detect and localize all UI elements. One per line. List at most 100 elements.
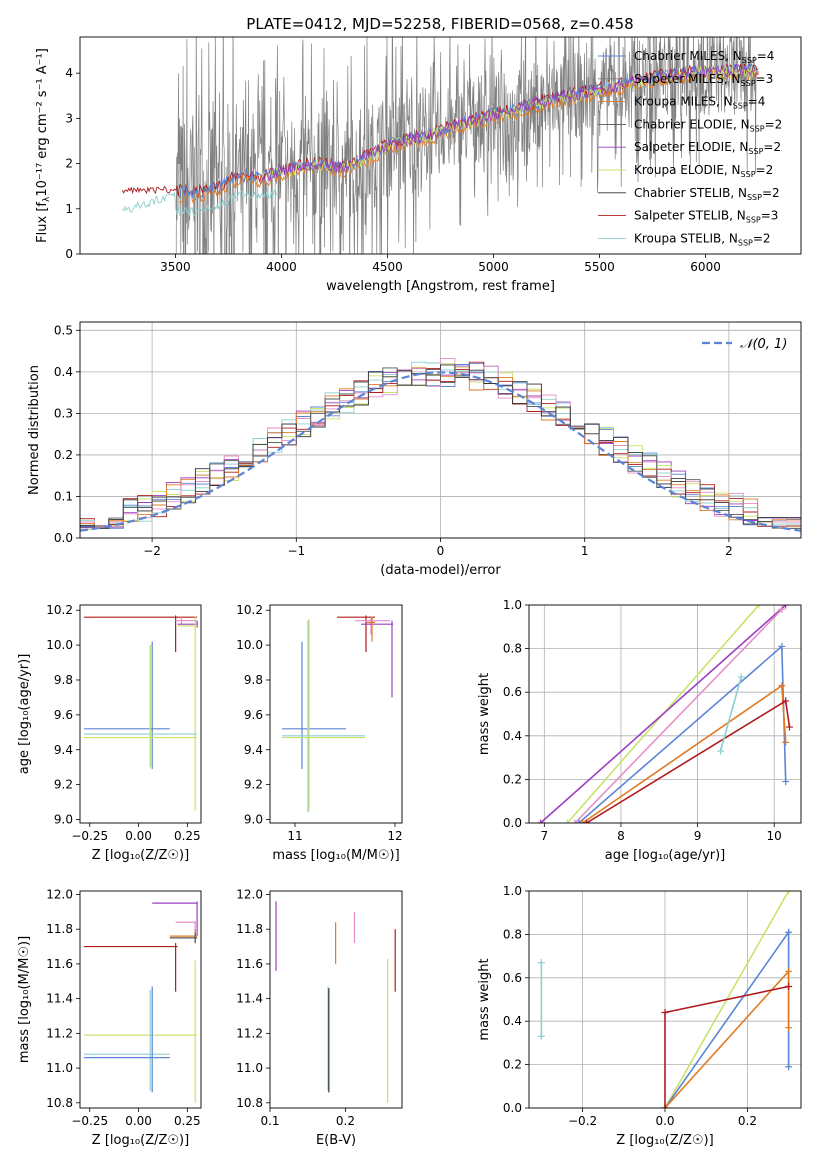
y-tick-label: 0.1 <box>54 489 73 503</box>
age-vs-mass-plot-area <box>282 615 393 813</box>
x-tick-label: 3500 <box>160 260 191 274</box>
y-tick-label: 0.8 <box>503 642 522 656</box>
y-tick-label: 12.0 <box>236 887 263 901</box>
model-spectrum-line <box>122 187 277 218</box>
mass-vs-EBV-frame <box>269 890 403 1109</box>
y-tick-label: 11.6 <box>236 957 263 971</box>
age-vs-Z-xlabel: Z [log₁₀(Z/Z☉)] <box>92 848 189 863</box>
mass-weight-marker <box>785 1063 793 1071</box>
x-tick-label: 4500 <box>372 260 403 274</box>
legend-entry: Chabrier STELIB, NSSP=2 <box>634 186 780 202</box>
legend-entry: Chabrier ELODIE, NSSP=2 <box>634 117 782 133</box>
legend-entry: Kroupa STELIB, NSSP=2 <box>634 231 771 247</box>
spectrum-frame <box>79 36 802 255</box>
residuals-plot-area <box>80 322 801 538</box>
residuals-panel: −2 −1 0 1 2 0.0 0.1 0.2 0.3 0.4 0.5 (data-model)/er… <box>27 321 802 578</box>
y-tick-label: 0.3 <box>54 406 73 420</box>
x-tick-label: 8 <box>617 829 625 843</box>
y-tick-label: 9.2 <box>54 778 73 792</box>
x-tick-label: 0.2 <box>336 1114 355 1128</box>
mass-weight-marker <box>579 819 587 823</box>
mass-weight-vs-age-xlabel: age [log₁₀(age/yr)] <box>605 848 726 863</box>
age-vs-mass-frame <box>269 604 403 824</box>
y-tick-label: 1.0 <box>503 598 522 612</box>
spectrum-panel: 3500 4000 4500 5000 5500 6000 0 1 2 3 4 wavelength … <box>35 36 802 294</box>
mass-weight-vs-Z-frame <box>528 890 802 1109</box>
y-tick-label: 9.8 <box>54 673 73 687</box>
legend-entry: Chabrier MILES, NSSP=4 <box>634 49 774 65</box>
x-tick-label: 6000 <box>690 260 721 274</box>
residuals-xlabel: (data-model)/error <box>380 563 501 578</box>
x-tick-label: 0.2 <box>738 1114 757 1128</box>
mass-weight-marker <box>563 819 571 823</box>
mass-vs-EBV-panel: 0.1 0.2 10.8 11.0 11.2 11.4 11.6 11.8 12.0 E(B-V) <box>236 887 403 1148</box>
x-tick-label: 11 <box>287 829 302 843</box>
model-spectrum-line <box>179 68 760 204</box>
mass-weight-marker <box>782 697 790 705</box>
mass-weight-marker <box>785 967 793 975</box>
legend-entry: Kroupa MILES, NSSP=4 <box>634 95 765 111</box>
y-tick-label: 9.0 <box>244 813 263 827</box>
mass-weight-marker <box>782 738 790 746</box>
y-tick-label: 11.2 <box>236 1026 263 1040</box>
y-tick-label: 4 <box>65 66 73 80</box>
mass-weight-vs-Z-xlabel: Z [log₁₀(Z/Z☉)] <box>616 1133 713 1148</box>
x-tick-label: 12 <box>387 829 402 843</box>
mass-weight-marker <box>536 819 544 823</box>
y-tick-label: 11.4 <box>46 992 73 1006</box>
x-tick-label: −0.2 <box>568 1114 597 1128</box>
mass-weight-marker <box>785 1024 793 1032</box>
mass-weight-marker <box>582 819 590 823</box>
y-tick-label: 0.4 <box>503 729 522 743</box>
y-tick-label: 0.2 <box>503 772 522 786</box>
mass-vs-Z-plot-area <box>83 901 198 1103</box>
spectrum-ylabel: Flux [fλ10⁻¹⁷ erg cm⁻² s⁻¹ A⁻¹] <box>35 48 52 243</box>
mass-weight-marker <box>785 891 793 895</box>
y-tick-label: 0.2 <box>503 1058 522 1072</box>
y-tick-label: 11.4 <box>236 992 263 1006</box>
mass-weight-marker <box>778 642 786 650</box>
y-tick-label: 0.0 <box>503 816 522 830</box>
y-tick-label: 9.6 <box>244 708 263 722</box>
mass-weight-vs-age-panel: 7 8 9 10 0.0 0.2 0.4 0.6 0.8 1.0 age [log₁₀(age/yr… <box>477 598 802 863</box>
mass-vs-Z-ylabel: mass [log₁₀(M/M☉)] <box>17 936 32 1063</box>
mass-weight-vs-age-plot-area <box>529 605 801 823</box>
model-spectrum-line <box>121 63 759 197</box>
y-tick-label: 11.8 <box>46 922 73 936</box>
spectrum-plot-area <box>119 37 760 254</box>
mass-weight-marker <box>661 1009 669 1017</box>
mass-weight-line <box>578 644 787 823</box>
x-tick-label: 1 <box>581 544 589 558</box>
x-tick-label: −0.25 <box>71 829 108 843</box>
y-tick-label: 10.2 <box>46 603 73 617</box>
model-spectrum-line <box>259 63 759 185</box>
age-vs-mass-panel: 11 12 9.0 9.2 9.4 9.6 9.8 10.0 10.2 mass [log₁₀(M… <box>236 603 402 863</box>
legend-entry: Salpeter STELIB, NSSP=3 <box>634 209 778 225</box>
mass-weight-marker <box>785 928 793 936</box>
y-tick-label: 10.8 <box>46 1096 73 1110</box>
x-tick-label: 10 <box>767 829 782 843</box>
y-tick-label: 11.0 <box>236 1061 263 1075</box>
y-tick-label: 10.0 <box>46 638 73 652</box>
mass-weight-marker <box>782 778 790 786</box>
mass-vs-Z-panel: −0.25 0.00 0.25 10.8 11.0 11.2 11.4 11.6 11.8 12.… <box>17 887 202 1148</box>
y-tick-label: 11.2 <box>46 1026 73 1040</box>
x-tick-label: −2 <box>143 544 161 558</box>
residual-histogram <box>80 367 801 530</box>
x-tick-label: 9 <box>694 829 702 843</box>
x-tick-label: 4000 <box>266 260 297 274</box>
mass-weight-marker <box>782 605 790 609</box>
x-tick-label: 5000 <box>478 260 509 274</box>
y-tick-label: 0.0 <box>503 1101 522 1115</box>
spectrum-xlabel: wavelength [Angstrom, rest frame] <box>326 279 555 294</box>
x-tick-label: 0.25 <box>174 1114 201 1128</box>
x-tick-label: 0 <box>437 544 445 558</box>
mass-weight-line <box>664 969 790 1108</box>
y-tick-label: 0 <box>65 247 73 261</box>
legend-entry: Salpeter MILES, NSSP=3 <box>634 72 773 88</box>
mass-weight-marker <box>571 819 579 823</box>
y-tick-label: 0.2 <box>54 448 73 462</box>
mass-weight-line <box>586 699 791 823</box>
x-tick-label: 7 <box>541 829 549 843</box>
